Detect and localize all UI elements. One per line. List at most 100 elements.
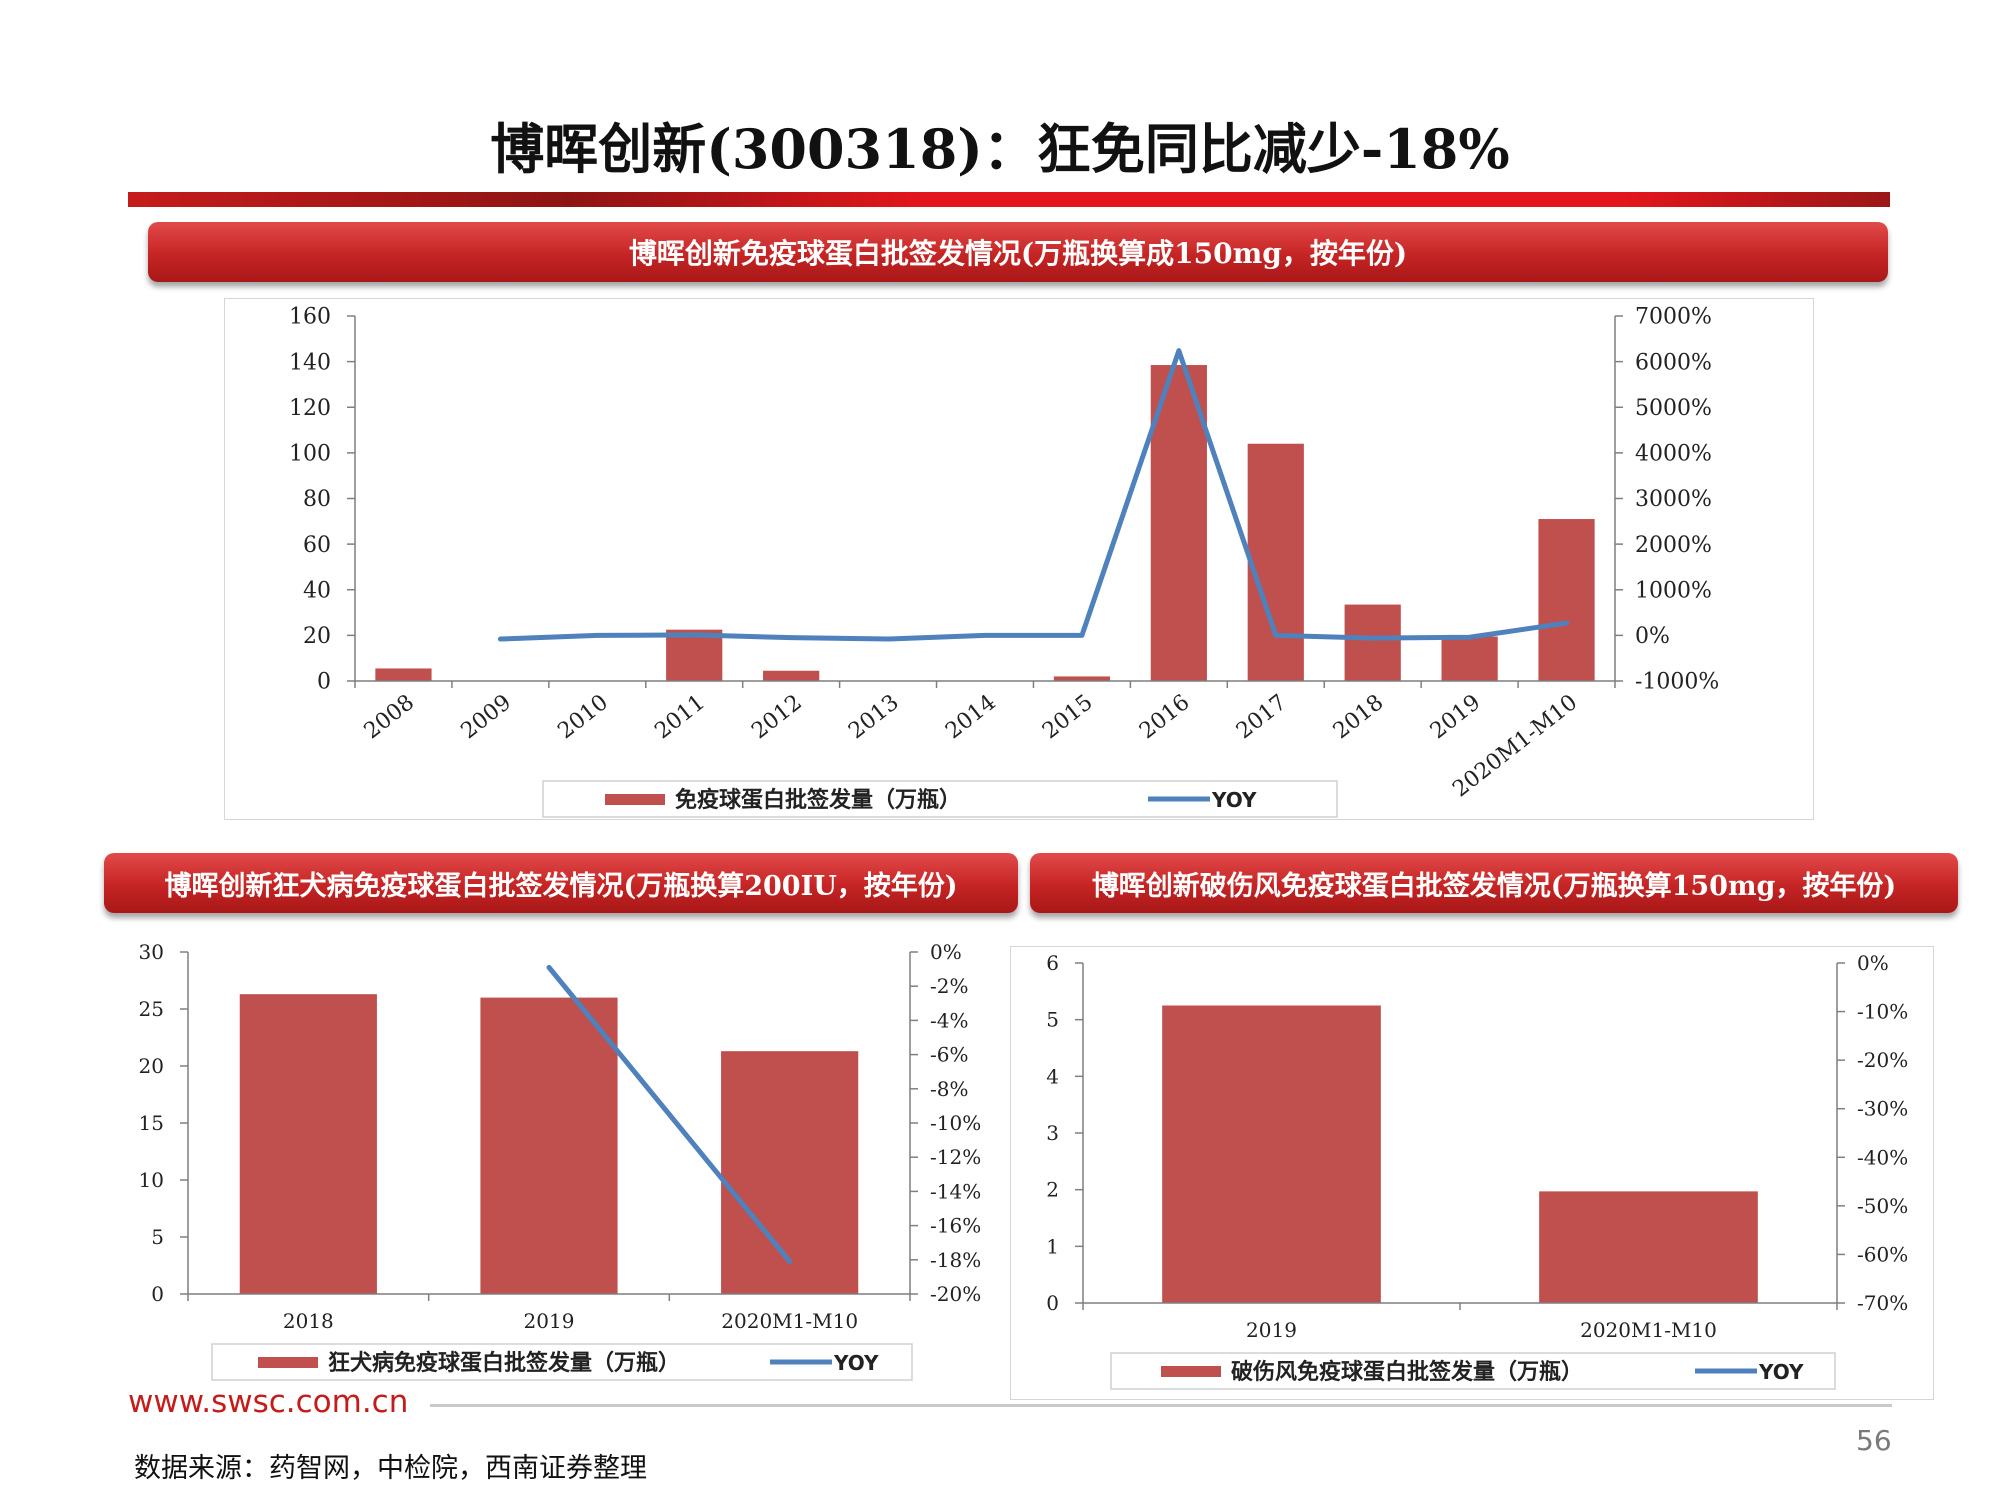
right-tick-label: -1000% [1635,670,1719,695]
title-underline-bar [128,192,1890,207]
legend-yoy-label: YOY [833,1351,879,1375]
right-tick-label: -30% [1857,1097,1908,1121]
chart-2-container: 0 5 10 15 20 25 30 -20% -18% -16% -14% -12% -10% -8% -… [118,940,1006,1388]
chart-3-container: 0 1 2 3 4 5 6 -70% -60% -50% -40% -30% -20% -10% 0% 201… [1010,946,1934,1400]
right-tick-label: -20% [1857,1048,1908,1072]
right-tick-label: -10% [1857,1000,1908,1024]
legend-bar-label: 免疫球蛋白批签发量（万瓶） [675,787,961,813]
left-tick-label: 3 [1046,1121,1059,1145]
x-tick-label: 2010 [553,690,613,744]
right-tick-label: -10% [930,1111,981,1135]
bar-2019 [480,997,618,1294]
x-tick-label: 2009 [457,690,517,744]
x-tick-label: 2019 [1426,690,1486,744]
left-tick-label: 0 [317,670,331,695]
left-tick-label: 0 [151,1282,164,1306]
chart-1-container: 0 20 40 60 80 100 120 140 160 -1000% 0% 1000% 2000% 3… [224,298,1814,820]
right-tick-label: -40% [1857,1145,1908,1169]
right-tick-label: -60% [1857,1242,1908,1266]
chart-2-svg: 0 5 10 15 20 25 30 -20% -18% -16% -14% -12% -10% -8% -… [139,940,981,1381]
yoy-line [546,964,793,1265]
right-tick-label: 7000% [1635,305,1712,330]
left-tick-label: 25 [139,997,164,1021]
left-tick-label: 4 [1046,1064,1059,1088]
left-tick-label: 10 [139,1168,164,1192]
right-tick-label: -50% [1857,1194,1908,1218]
left-tick-label: 160 [289,305,331,330]
right-tick-label: 4000% [1635,442,1712,467]
legend-yoy-label: YOY [1758,1360,1804,1384]
x-tick-label: 2020M1-M10 [1580,1318,1717,1342]
right-tick-label: -12% [930,1145,981,1169]
page-title: 博晖创新(300318)：狂免同比减少-18% [490,117,1510,181]
left-tick-label: 100 [289,442,331,467]
data-source-note: 数据来源：药智网，中检院，西南证券整理 [134,1453,647,1484]
bar-2015 [1053,676,1111,681]
right-tick-label: -6% [930,1043,969,1067]
left-tick-label: 15 [139,1111,164,1135]
chart-3-title-banner: 博晖创新破伤风免疫球蛋白批签发情况(万瓶换算150mg，按年份) [1030,853,1958,913]
left-tick-label: 1 [1046,1234,1059,1258]
chart-1-title-banner: 博晖创新免疫球蛋白批签发情况(万瓶换算成150mg，按年份) [148,222,1888,282]
right-tick-label: 2000% [1635,533,1712,558]
right-tick-label: -70% [1857,1291,1908,1315]
right-tick-label: 1000% [1635,578,1712,603]
legend-yoy-label: YOY [1211,788,1257,812]
right-tick-label: 6000% [1635,350,1712,375]
left-tick-label: 6 [1046,951,1059,975]
x-tick-label: 2013 [844,690,904,744]
page-number: 56 [1856,1424,1892,1457]
bar-2017 [1247,443,1304,681]
right-tick-label: 0% [1635,624,1670,649]
x-tick-label: 2012 [747,690,807,744]
right-tick-label: -20% [930,1282,981,1306]
right-tick-label: -16% [930,1214,981,1238]
right-tick-label: 0% [1857,951,1889,975]
chart-2-title-banner: 博晖创新狂犬病免疫球蛋白批签发情况(万瓶换算200IU，按年份) [104,853,1018,913]
left-tick-label: 2 [1046,1178,1059,1202]
x-tick-label: 2016 [1135,690,1195,744]
bar-2020M1-M10 [1539,1191,1758,1303]
bar-2008 [375,668,432,681]
right-tick-label: -4% [930,1008,969,1032]
legend-bar-label: 破伤风免疫球蛋白批签发量（万瓶） [1231,1359,1583,1385]
x-tick-label: 2019 [1246,1318,1297,1342]
bar-2019 [1162,1005,1381,1303]
x-tick-label: 2014 [941,690,1001,744]
legend-bar-swatch [258,1357,318,1368]
bar-2018 [239,994,377,1294]
footer-website-url[interactable]: www.swsc.com.cn [128,1384,409,1420]
left-tick-label: 120 [289,396,331,421]
bar-2018 [1344,604,1401,681]
x-tick-label: 2019 [524,1309,575,1333]
x-tick-label: 2017 [1232,690,1292,744]
left-tick-label: 20 [303,624,331,649]
chart-1-svg: 0 20 40 60 80 100 120 140 160 -1000% 0% 1000% 2000% 3… [289,305,1719,818]
right-tick-label: 0% [930,940,962,964]
yoy-line [497,348,1570,642]
right-tick-label: -8% [930,1077,969,1101]
legend-bar-swatch [1161,1366,1221,1377]
left-tick-label: 60 [303,533,331,558]
left-tick-label: 30 [139,940,164,964]
chart-3-svg: 0 1 2 3 4 5 6 -70% -60% -50% -40% -30% -20% -10% 0% 201… [1046,951,1908,1390]
right-tick-label: -18% [930,1248,981,1272]
legend-bar-label: 狂犬病免疫球蛋白批签发量（万瓶） [328,1350,680,1376]
legend-bar-swatch [605,794,665,805]
bar-2016 [1150,365,1207,681]
right-tick-label: -2% [930,974,969,998]
left-tick-label: 20 [139,1054,164,1078]
bar-2019 [1441,636,1498,681]
right-tick-label: -14% [930,1179,981,1203]
left-tick-label: 140 [289,350,331,375]
x-tick-label: 2020M1-M10 [721,1309,858,1333]
x-tick-label: 2018 [1329,690,1389,744]
right-tick-label: 5000% [1635,396,1712,421]
left-tick-label: 0 [1046,1291,1059,1315]
x-tick-label: 2018 [283,1309,334,1333]
bar-2011 [666,629,723,681]
right-tick-label: 3000% [1635,487,1712,512]
x-tick-label: 2015 [1038,690,1098,744]
bar-2020M1-M10 [1538,519,1595,681]
x-tick-label: 2011 [650,690,710,744]
